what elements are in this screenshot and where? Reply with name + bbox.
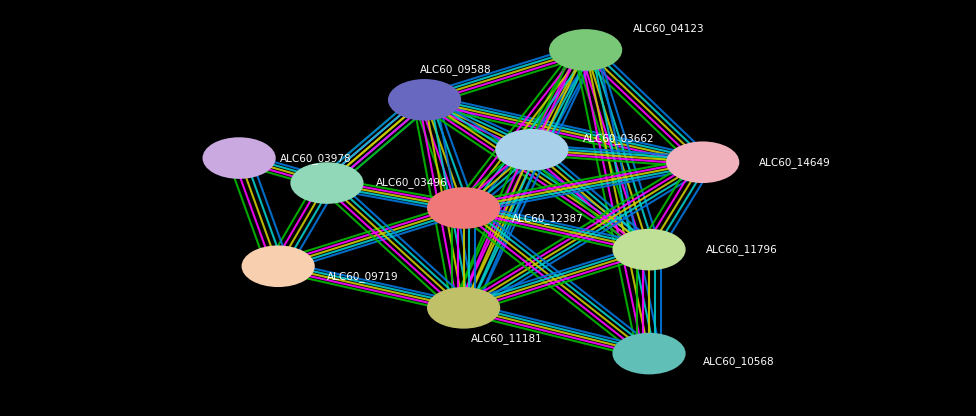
Text: ALC60_03662: ALC60_03662 <box>583 133 654 144</box>
Text: ALC60_04123: ALC60_04123 <box>632 23 704 34</box>
Text: ALC60_11796: ALC60_11796 <box>706 244 778 255</box>
Text: ALC60_03978: ALC60_03978 <box>280 153 351 163</box>
Text: ALC60_11181: ALC60_11181 <box>471 334 544 344</box>
Text: ALC60_12387: ALC60_12387 <box>512 213 585 224</box>
Ellipse shape <box>427 187 501 229</box>
Text: ALC60_09588: ALC60_09588 <box>420 64 491 75</box>
Ellipse shape <box>613 229 686 270</box>
Ellipse shape <box>666 141 740 183</box>
Ellipse shape <box>427 287 501 329</box>
Text: ALC60_09719: ALC60_09719 <box>327 271 398 282</box>
Text: ALC60_03496: ALC60_03496 <box>376 178 447 188</box>
Text: ALC60_10568: ALC60_10568 <box>703 357 774 367</box>
Ellipse shape <box>496 129 569 171</box>
Ellipse shape <box>291 162 364 204</box>
Ellipse shape <box>203 137 276 179</box>
Ellipse shape <box>388 79 462 121</box>
Ellipse shape <box>549 29 623 71</box>
Ellipse shape <box>242 245 314 287</box>
Ellipse shape <box>613 333 686 374</box>
Text: ALC60_14649: ALC60_14649 <box>759 157 832 168</box>
